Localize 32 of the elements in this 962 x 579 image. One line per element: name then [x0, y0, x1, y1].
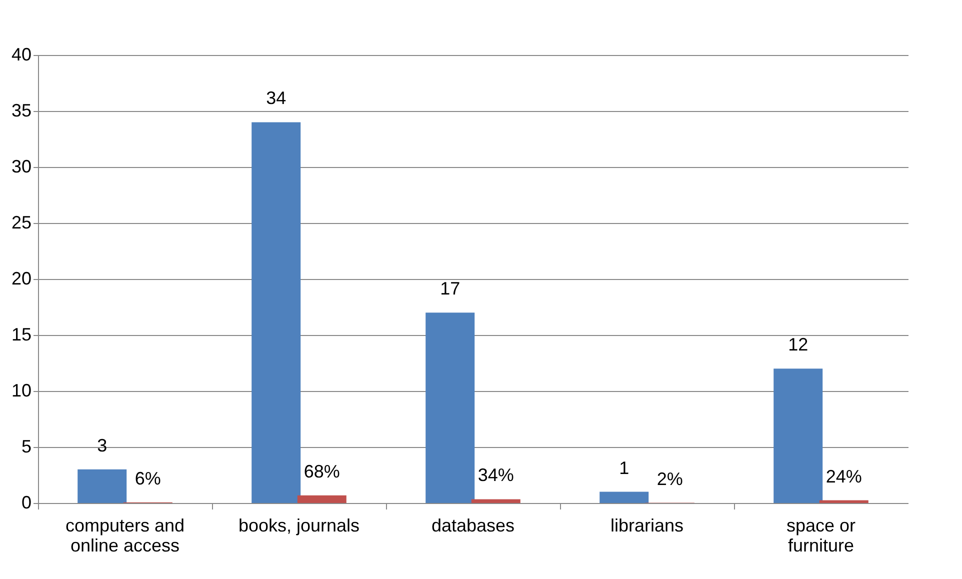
data-label: 68% [304, 461, 340, 482]
bar [426, 312, 475, 503]
x-tick-label: books, journals [238, 516, 360, 536]
data-label: 6% [134, 468, 161, 488]
x-tick-label: computers and online access [65, 516, 185, 556]
y-tick-label: 20 [11, 268, 32, 288]
y-tick-label: 5 [21, 436, 32, 456]
bar [600, 492, 649, 503]
y-tick-label: 25 [11, 212, 32, 232]
data-label: 2% [656, 468, 683, 489]
bar [819, 500, 868, 503]
x-tick-label: databases [431, 516, 515, 536]
y-tick-label: 40 [11, 44, 32, 64]
x-tick-label: space or furniture [786, 516, 856, 556]
y-tick-label: 15 [11, 324, 32, 344]
x-tick-label: librarians [610, 516, 684, 536]
data-label: 34 [266, 88, 286, 108]
data-label: 3 [97, 435, 108, 456]
data-label: 12 [788, 334, 808, 355]
bar [297, 495, 346, 503]
bar [774, 368, 823, 503]
y-tick-label: 10 [11, 380, 32, 400]
y-tick-label: 0 [21, 492, 32, 512]
bar [78, 469, 127, 503]
data-label: 1 [619, 458, 630, 478]
data-label: 34% [478, 465, 514, 486]
y-tick-label: 30 [11, 156, 32, 176]
data-label: 24% [826, 466, 862, 486]
y-tick-label: 35 [11, 100, 32, 120]
bar [471, 499, 520, 503]
bar [252, 122, 301, 503]
data-label: 17 [440, 278, 460, 299]
